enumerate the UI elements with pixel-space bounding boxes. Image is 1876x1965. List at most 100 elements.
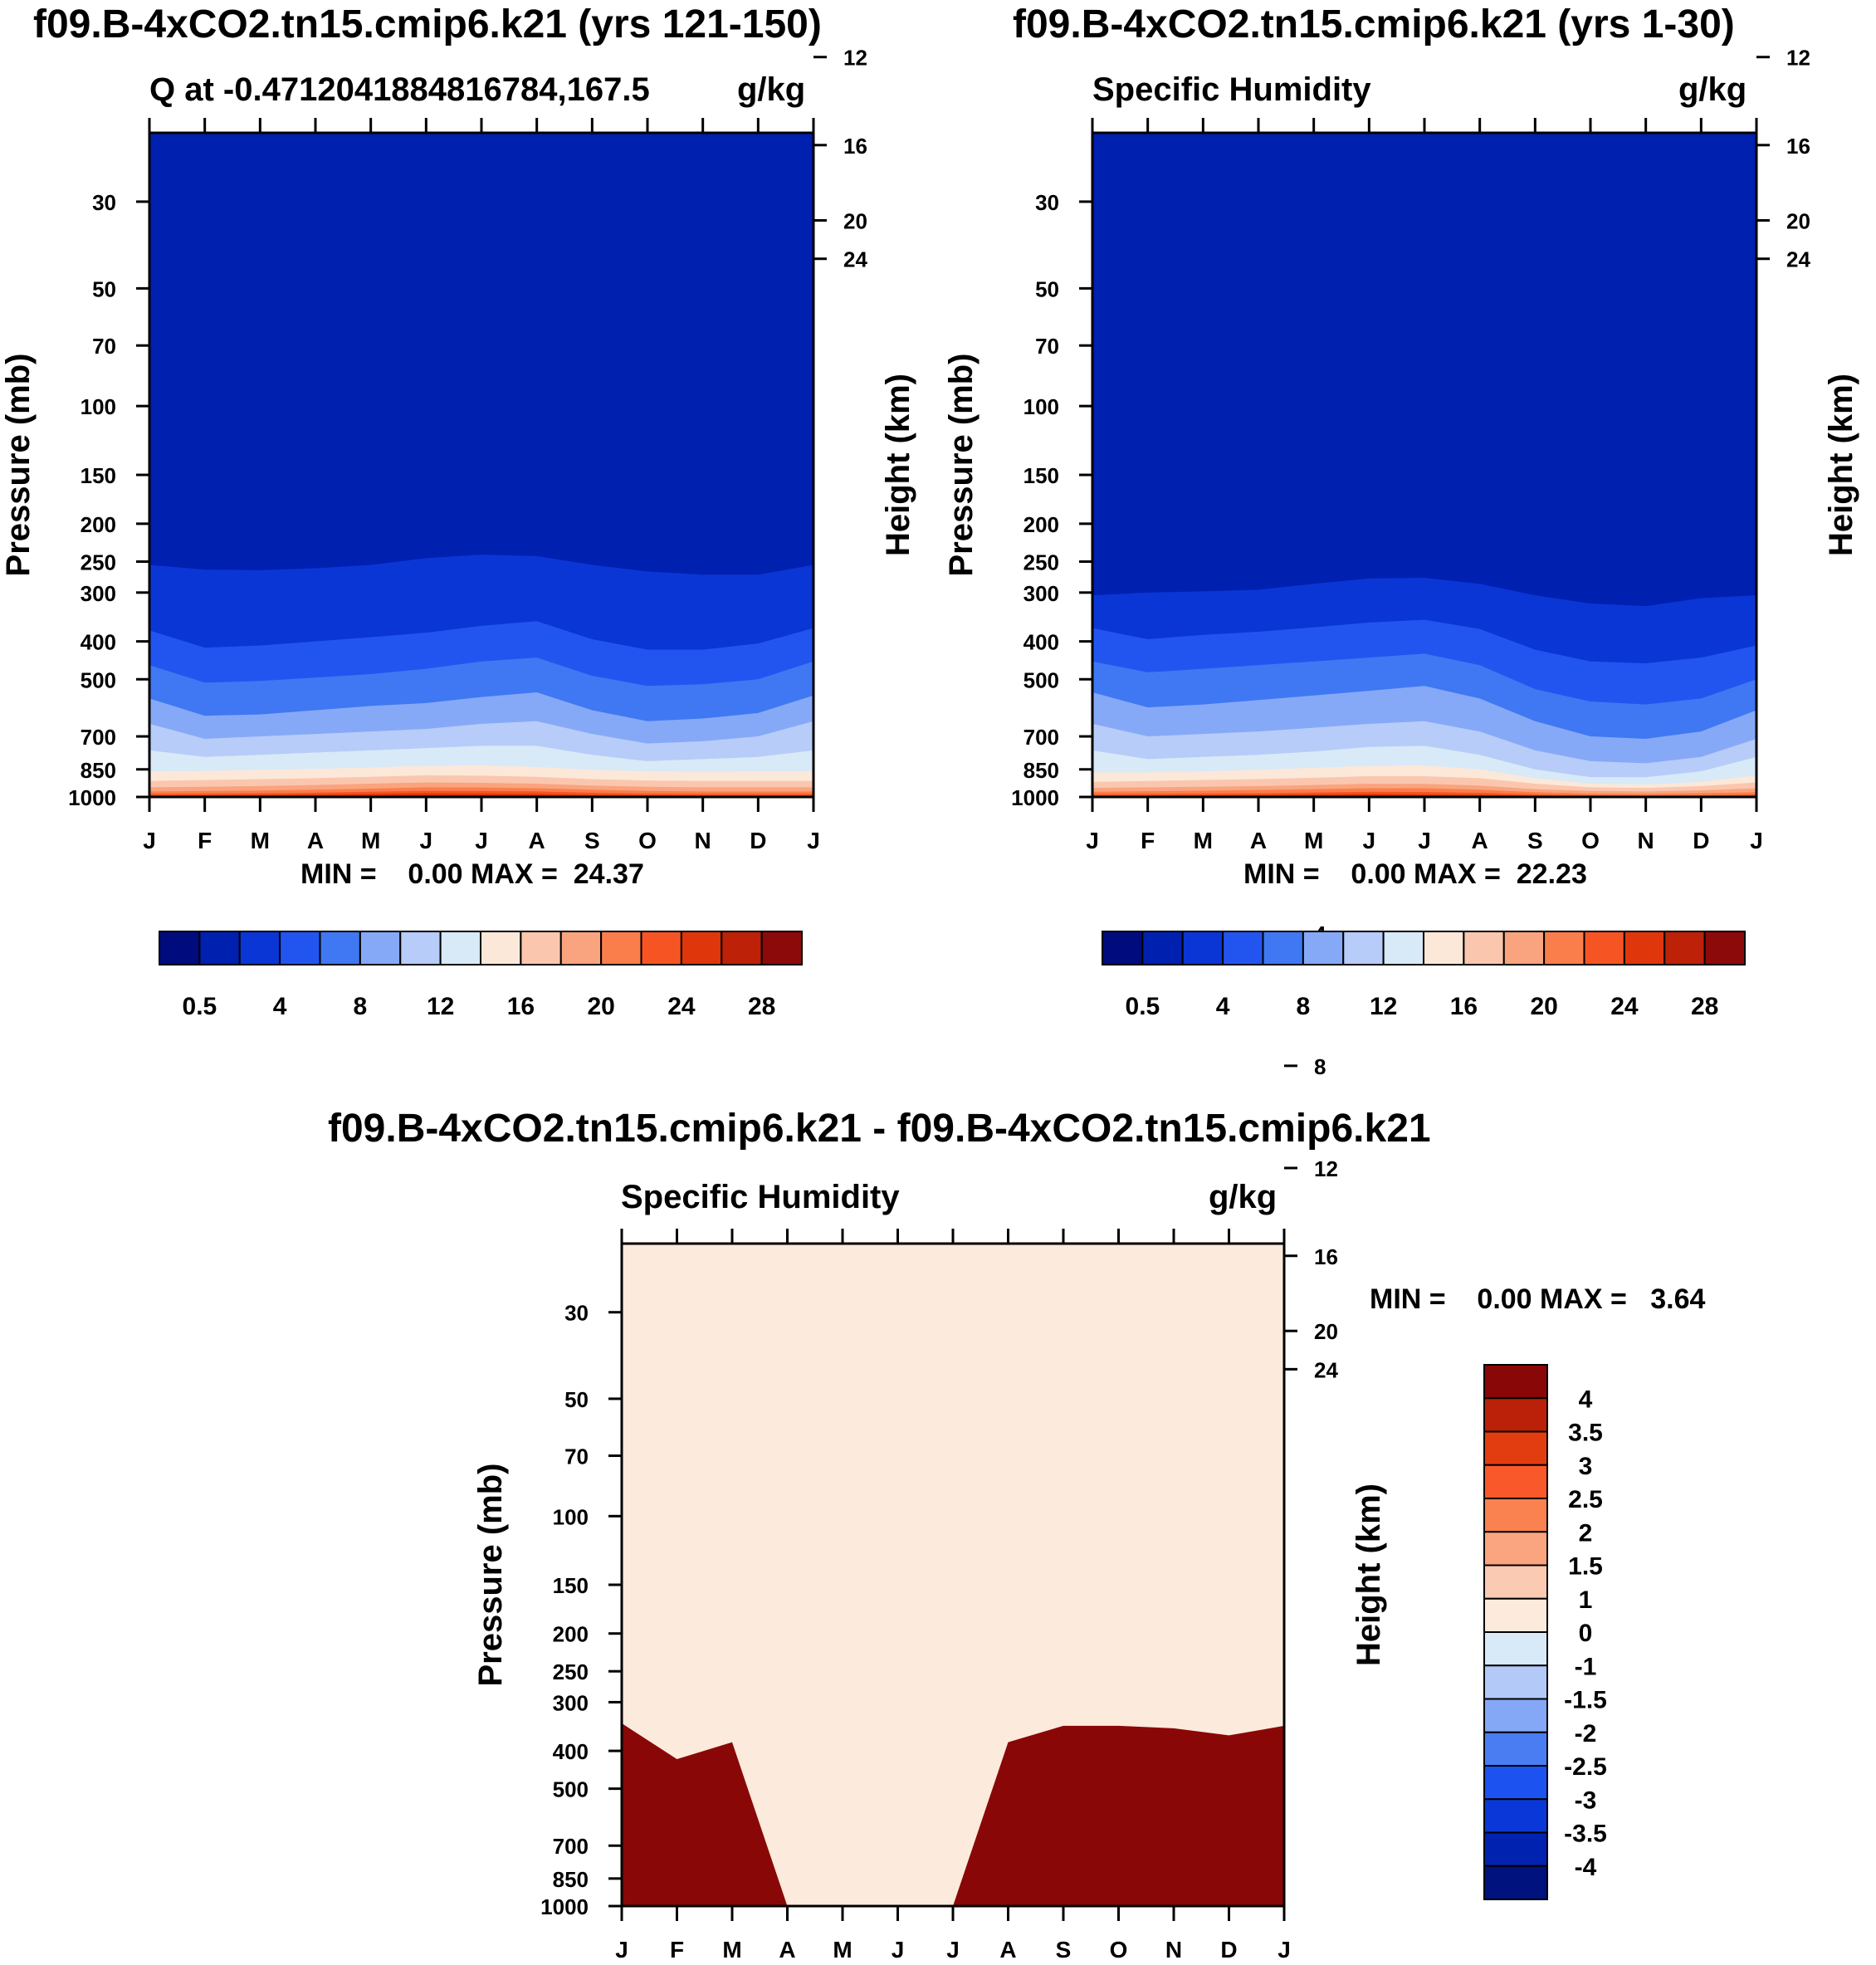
colorbar-swatch xyxy=(439,931,481,965)
y2-tick-label: 20 xyxy=(1786,208,1810,233)
colorbar-swatch xyxy=(520,931,562,965)
y-tick-label: 100 xyxy=(81,394,116,419)
y-tick-label: 150 xyxy=(81,463,116,488)
y-tick-label: 200 xyxy=(81,512,116,537)
y-tick-label: 100 xyxy=(553,1504,589,1529)
colorbar-label: 24 xyxy=(667,993,696,1020)
y2-tick-label: 16 xyxy=(1314,1244,1338,1269)
y2-axis-title: Height (km) xyxy=(1351,1484,1387,1666)
y2-tick-label: 24 xyxy=(1786,247,1810,272)
y2-axis-title: Height (km) xyxy=(1823,374,1859,556)
colorbar-swatch xyxy=(1483,1430,1548,1466)
y-tick-label: 300 xyxy=(81,581,116,606)
colorbar-swatch xyxy=(480,931,522,965)
y-tick-label: 70 xyxy=(564,1444,589,1469)
colorbar-label: 0.5 xyxy=(183,993,217,1020)
y-tick-label: 1000 xyxy=(540,1894,589,1919)
colorbar-swatch xyxy=(1423,931,1465,965)
y2-tick-label: 20 xyxy=(843,208,867,233)
x-tick-label: J xyxy=(475,828,488,853)
y-tick-label: 700 xyxy=(1023,725,1059,750)
y-tick-label: 250 xyxy=(1023,550,1059,575)
colorbar-swatch xyxy=(1483,1664,1548,1700)
x-tick-label: J xyxy=(807,828,820,853)
y-tick-label: 150 xyxy=(553,1573,589,1598)
min-max-stats: MIN = 0.00 MAX = 22.23 xyxy=(1243,858,1587,890)
x-tick-label: A xyxy=(529,828,545,853)
y2-axis-title: Height (km) xyxy=(880,374,916,556)
x-tick-label: J xyxy=(143,828,156,853)
colorbar-swatch xyxy=(1302,931,1345,965)
colorbar-label: -3.5 xyxy=(1564,1821,1607,1848)
colorbar-label: 12 xyxy=(1370,993,1397,1020)
y-tick-label: 50 xyxy=(564,1387,589,1412)
min-max-stats: MIN = 0.00 MAX = 24.37 xyxy=(300,858,644,890)
colorbar-label: 3.5 xyxy=(1568,1420,1603,1447)
y-axis-title: Pressure (mb) xyxy=(472,1464,509,1687)
x-tick-label: D xyxy=(750,828,766,853)
colorbar-swatch xyxy=(1483,1798,1548,1834)
x-tick-label: D xyxy=(1693,828,1709,853)
panel-difference: J F M A M J J A S O N D J 30 50 70 100 150 200 250 300 400 500… xyxy=(472,921,1387,1963)
colorbar-swatch xyxy=(721,931,763,965)
colorbar-swatch xyxy=(1483,1631,1548,1667)
x-tick-label: J xyxy=(1363,828,1376,853)
x-tick-label: N xyxy=(1165,1937,1182,1963)
y-tick-label: 850 xyxy=(81,758,116,783)
units-label: g/kg xyxy=(1209,1179,1278,1215)
y-tick-label: 700 xyxy=(81,725,116,750)
colorbar-label: -1 xyxy=(1575,1653,1597,1680)
colorbar-difference: 4 3.5 3 2.5 2 1.5 1 0 -1 -1.5 -2 -2.5 -3 -3.5 -4 xyxy=(1483,1364,1607,1900)
x-tick-label: A xyxy=(1472,828,1488,853)
variable-label: Specific Humidity xyxy=(621,1179,900,1215)
x-tick-label: M xyxy=(833,1937,852,1963)
x-tick-label: F xyxy=(670,1937,684,1963)
x-tick-label: J xyxy=(1750,828,1763,853)
colorbar-label: 3 xyxy=(1579,1453,1593,1480)
x-tick-label: M xyxy=(1304,828,1323,853)
colorbar-swatch xyxy=(359,931,402,965)
colorbar-label: 1 xyxy=(1579,1586,1593,1614)
x-tick-label: J xyxy=(1278,1937,1291,1963)
y-tick-label: 500 xyxy=(1023,667,1059,692)
y-tick-label: 400 xyxy=(1023,630,1059,655)
x-tick-label: A xyxy=(307,828,324,853)
colorbar-swatch xyxy=(238,931,281,965)
colorbar-label: 16 xyxy=(1450,993,1478,1020)
x-tick-label: M xyxy=(1194,828,1213,853)
x-tick-label: D xyxy=(1220,1937,1237,1963)
colorbar-swatch xyxy=(399,931,442,965)
min-max-stats: MIN = 0.00 MAX = 3.64 xyxy=(1370,1283,1706,1315)
y-tick-label: 500 xyxy=(81,667,116,692)
y-axis-title: Pressure (mb) xyxy=(943,354,980,577)
y2-tick-label: 12 xyxy=(1314,1156,1338,1181)
y2-tick-label: 24 xyxy=(843,247,867,272)
y-tick-label: 250 xyxy=(81,550,116,575)
colorbar-swatch xyxy=(1543,931,1585,965)
colorbar-swatch xyxy=(1262,931,1304,965)
x-tick-label: S xyxy=(584,828,600,853)
location-label: Q at -0.4712041884816784,167.5 xyxy=(149,71,650,108)
colorbar-label: 0 xyxy=(1579,1620,1593,1647)
colorbar-label: 24 xyxy=(1610,993,1639,1020)
colorbar-swatch xyxy=(1483,1831,1548,1867)
y-tick-label: 1000 xyxy=(68,785,116,810)
y2-tick-label: 8 xyxy=(1314,1054,1326,1079)
x-tick-label: J xyxy=(615,1937,628,1963)
colorbar-label: 4 xyxy=(1579,1386,1593,1413)
colorbar-swatch xyxy=(198,931,241,965)
colorbar-swatch xyxy=(1663,931,1706,965)
x-tick-label: J xyxy=(1418,828,1431,853)
y2-tick-label: 16 xyxy=(843,134,867,159)
y-tick-label: 70 xyxy=(1035,334,1059,359)
colorbar-swatch xyxy=(1483,1564,1548,1600)
colorbar-label: -4 xyxy=(1575,1854,1597,1881)
y-tick-label: 100 xyxy=(1023,394,1059,419)
colorbar-yrs-1-30: 0.5 4 8 12 16 20 24 28 xyxy=(1102,931,1746,1020)
colorbar-label: 2 xyxy=(1579,1519,1593,1547)
y2-tick-label: 20 xyxy=(1314,1319,1338,1344)
y-tick-label: 1000 xyxy=(1011,785,1059,810)
colorbar-swatch xyxy=(1483,1698,1548,1733)
x-tick-label: J xyxy=(892,1937,905,1963)
